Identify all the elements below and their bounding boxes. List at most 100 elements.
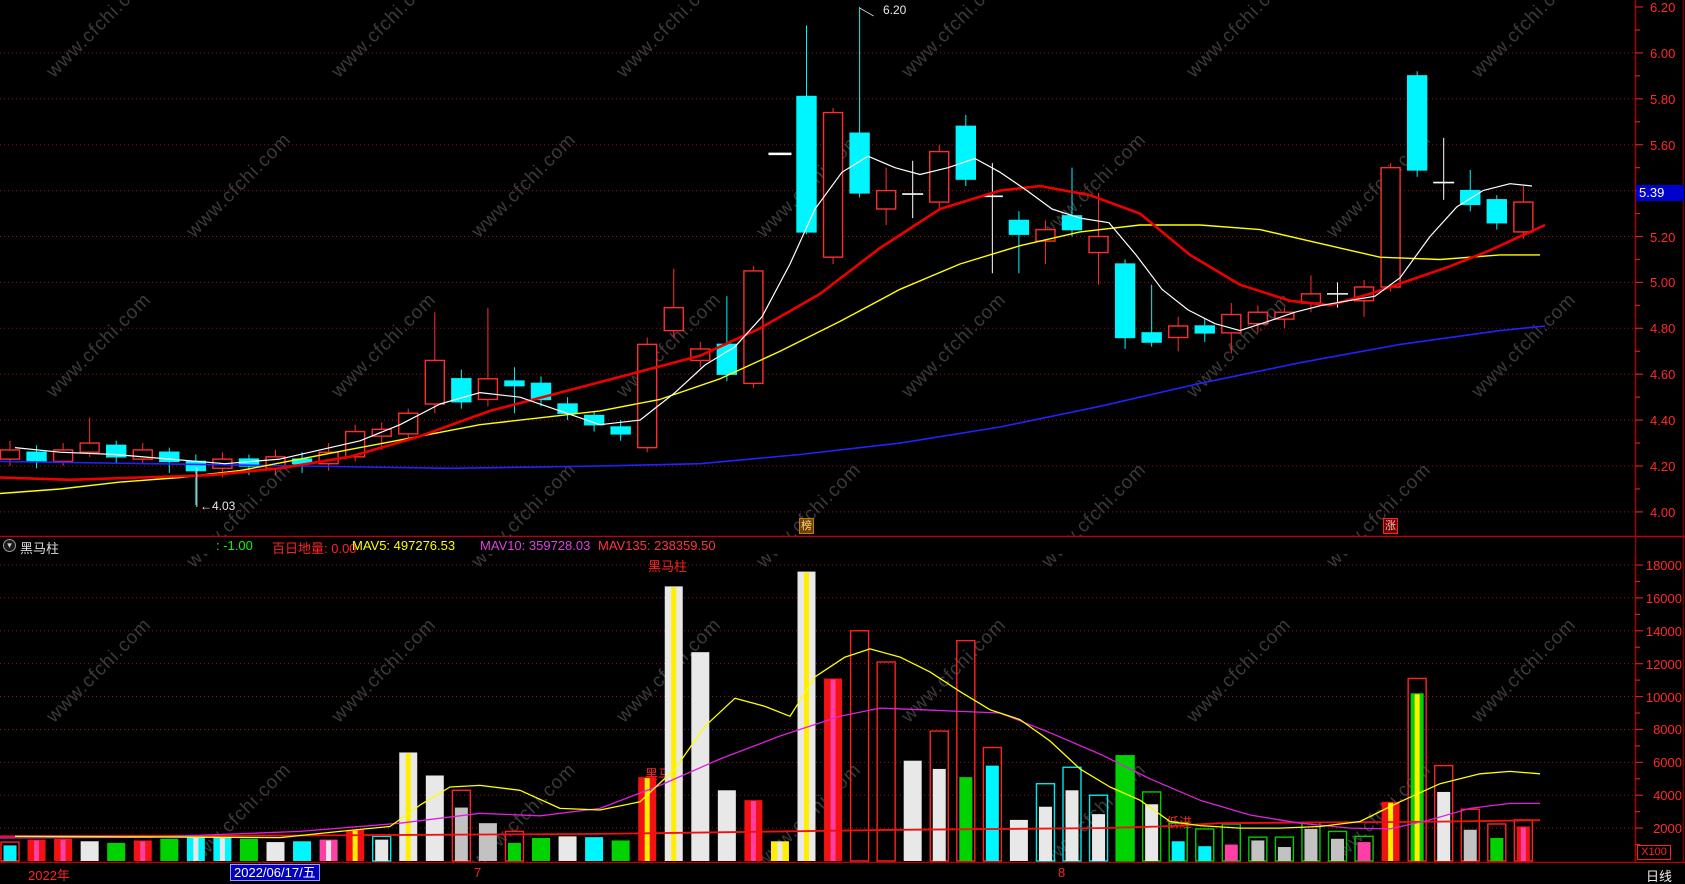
price-axis-label: 4.80 <box>1650 321 1676 337</box>
candle <box>1114 263 1136 339</box>
candle <box>1088 235 1109 254</box>
ma-line <box>0 819 1541 838</box>
candle <box>1221 313 1242 334</box>
indicator-name[interactable]: 黑马柱 <box>20 541 60 556</box>
volume-bar <box>1038 806 1052 861</box>
volume-bar <box>985 765 999 861</box>
candle <box>796 95 817 233</box>
indicator-mav5: MAV5: 497276.53 <box>352 538 456 553</box>
volume-axis-label: 16000 <box>1645 590 1682 606</box>
volume-bar <box>375 839 389 861</box>
volume-bar <box>1490 837 1504 861</box>
zhang-event-badge[interactable]: 涨 <box>1383 518 1398 534</box>
volume-bar-stripe <box>326 840 332 861</box>
volume-bar-stripe <box>219 838 225 861</box>
volume-bar <box>1198 846 1212 861</box>
selected-date-box[interactable]: 2022/06/17/五 <box>230 864 320 881</box>
volume-bar-stripe <box>1520 827 1526 861</box>
ma-line <box>14 155 1533 465</box>
candle <box>1513 201 1534 233</box>
volume-bar <box>532 837 550 861</box>
price-axis-label: 6.20 <box>1650 0 1676 15</box>
volume-bar <box>1463 829 1477 861</box>
candle <box>637 343 658 449</box>
volume-bar-stripe <box>405 753 411 861</box>
volume-bar-stripe <box>777 842 783 861</box>
indicator-baidiliang: 百日地量: 0.00 <box>272 541 357 556</box>
volume-bar <box>959 777 973 861</box>
volume-bar <box>1304 828 1318 861</box>
heima-column-label-upper: 黑马柱 <box>648 559 688 574</box>
price-axis-label: 4.00 <box>1650 504 1676 520</box>
price-axis-label: 6.00 <box>1650 45 1676 61</box>
candle <box>955 125 976 180</box>
period-label[interactable]: 日线 <box>1646 869 1673 884</box>
candle <box>1194 325 1215 334</box>
volume-bar <box>1251 840 1265 861</box>
ma-line <box>0 325 1546 470</box>
candle <box>1486 199 1508 224</box>
candle <box>1167 325 1189 339</box>
volume-bar-outline <box>876 661 896 862</box>
candle <box>132 449 153 460</box>
ma-line <box>0 707 1540 839</box>
volume-bar <box>507 842 521 861</box>
volume-bar-stripe <box>671 587 677 861</box>
volume-bar <box>932 768 946 861</box>
volume-bar <box>1171 841 1185 861</box>
price-axis-label: 4.60 <box>1650 367 1676 383</box>
price-axis-label: 5.00 <box>1650 275 1676 291</box>
volume-bar <box>266 842 285 861</box>
volume-bar <box>160 838 179 861</box>
volume-axis-label: 18000 <box>1645 558 1682 573</box>
candle <box>875 189 897 210</box>
volume-axis-label: 10000 <box>1645 689 1682 705</box>
volume-bar <box>1116 755 1135 861</box>
volume-bar <box>691 652 710 861</box>
candle <box>371 428 392 437</box>
volume-bar <box>1145 804 1159 861</box>
volume-axis-label: 14000 <box>1645 623 1682 639</box>
candle <box>716 343 738 375</box>
volume-bar <box>1092 814 1106 861</box>
candle <box>610 426 631 435</box>
date-axis-bar: 2022年 2022/06/17/五 7 8 <box>0 863 1685 884</box>
volume-bar <box>1009 819 1028 861</box>
candle <box>1008 219 1030 235</box>
candle <box>424 359 445 405</box>
year-label: 2022年 <box>28 868 70 883</box>
ma-line <box>0 184 1546 482</box>
volume-bar-stripe <box>60 839 66 861</box>
indicator-collapse-icon[interactable]: ▾ <box>3 539 16 552</box>
candle <box>504 380 525 387</box>
volume-bar <box>611 840 630 861</box>
price-axis-label: 4.20 <box>1650 459 1676 474</box>
indicator-value: : -1.00 <box>216 538 253 553</box>
volume-bar <box>1331 838 1344 861</box>
volume-bar <box>3 845 17 861</box>
candle <box>1035 228 1056 242</box>
volume-bar-stripe <box>1388 802 1394 861</box>
volume-bar <box>80 841 99 861</box>
volume-bar <box>903 760 922 861</box>
candle <box>1141 332 1162 343</box>
volume-bar <box>717 790 736 861</box>
candle <box>52 449 74 463</box>
volume-bar <box>239 838 258 861</box>
volume-bar <box>1437 791 1451 861</box>
volume-axis-label: 8000 <box>1653 722 1682 738</box>
ma-line <box>0 224 1540 495</box>
volume-bar <box>1224 844 1238 861</box>
volume-bar <box>1357 842 1371 861</box>
indicator-mav10: MAV10: 359728.03 <box>480 538 591 553</box>
month-7-label: 7 <box>474 865 482 880</box>
volume-axis-label: 2000 <box>1653 821 1682 837</box>
volume-bar <box>293 841 312 861</box>
volume-bar <box>1277 847 1291 861</box>
candle <box>663 306 684 332</box>
bang-event-badge[interactable]: 榜 <box>799 518 814 534</box>
candle <box>1247 311 1269 325</box>
volume-bar <box>1065 790 1079 861</box>
